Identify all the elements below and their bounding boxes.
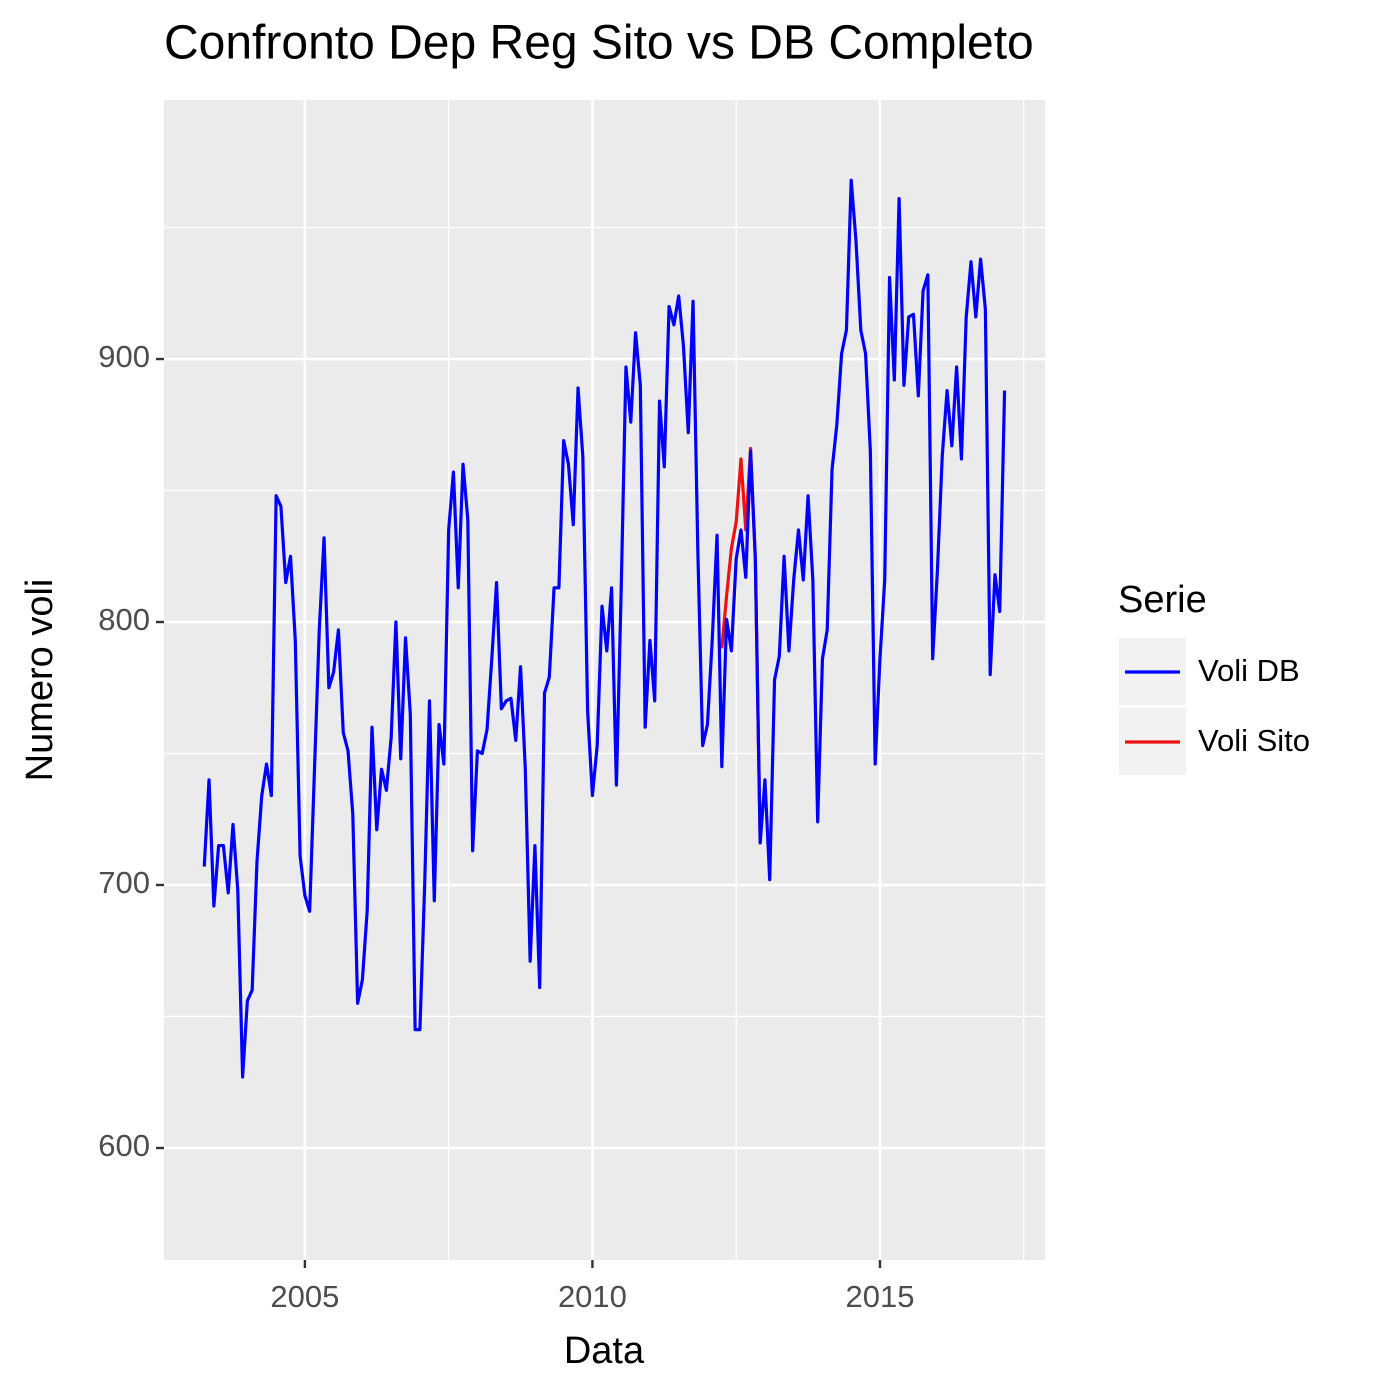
y-tick-label: 800 — [98, 602, 150, 637]
y-tick-label: 600 — [98, 1128, 150, 1163]
legend-label: Voli Sito — [1198, 723, 1310, 758]
legend-title: Serie — [1118, 579, 1207, 621]
x-axis-title: Data — [564, 1330, 645, 1372]
x-tick-label: 2015 — [845, 1279, 914, 1314]
y-tick-label: 700 — [98, 865, 150, 900]
x-tick-label: 2010 — [558, 1279, 627, 1314]
y-tick-label: 900 — [98, 339, 150, 374]
legend-label: Voli DB — [1198, 653, 1300, 688]
x-tick-label: 2005 — [270, 1279, 339, 1314]
y-axis-title: Numero voli — [19, 579, 61, 782]
chart-title: Confronto Dep Reg Sito vs DB Completo — [164, 17, 1034, 70]
series-line — [202, 178, 1007, 1079]
